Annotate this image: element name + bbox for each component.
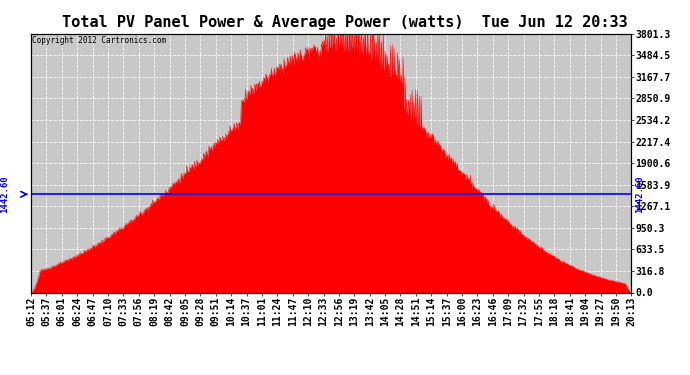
Text: Copyright 2012 Cartronics.com: Copyright 2012 Cartronics.com: [32, 36, 166, 45]
Text: Total PV Panel Power & Average Power (watts)  Tue Jun 12 20:33: Total PV Panel Power & Average Power (wa…: [62, 15, 628, 30]
Text: 1442.60: 1442.60: [635, 176, 644, 213]
Text: 1442.60: 1442.60: [0, 176, 10, 213]
